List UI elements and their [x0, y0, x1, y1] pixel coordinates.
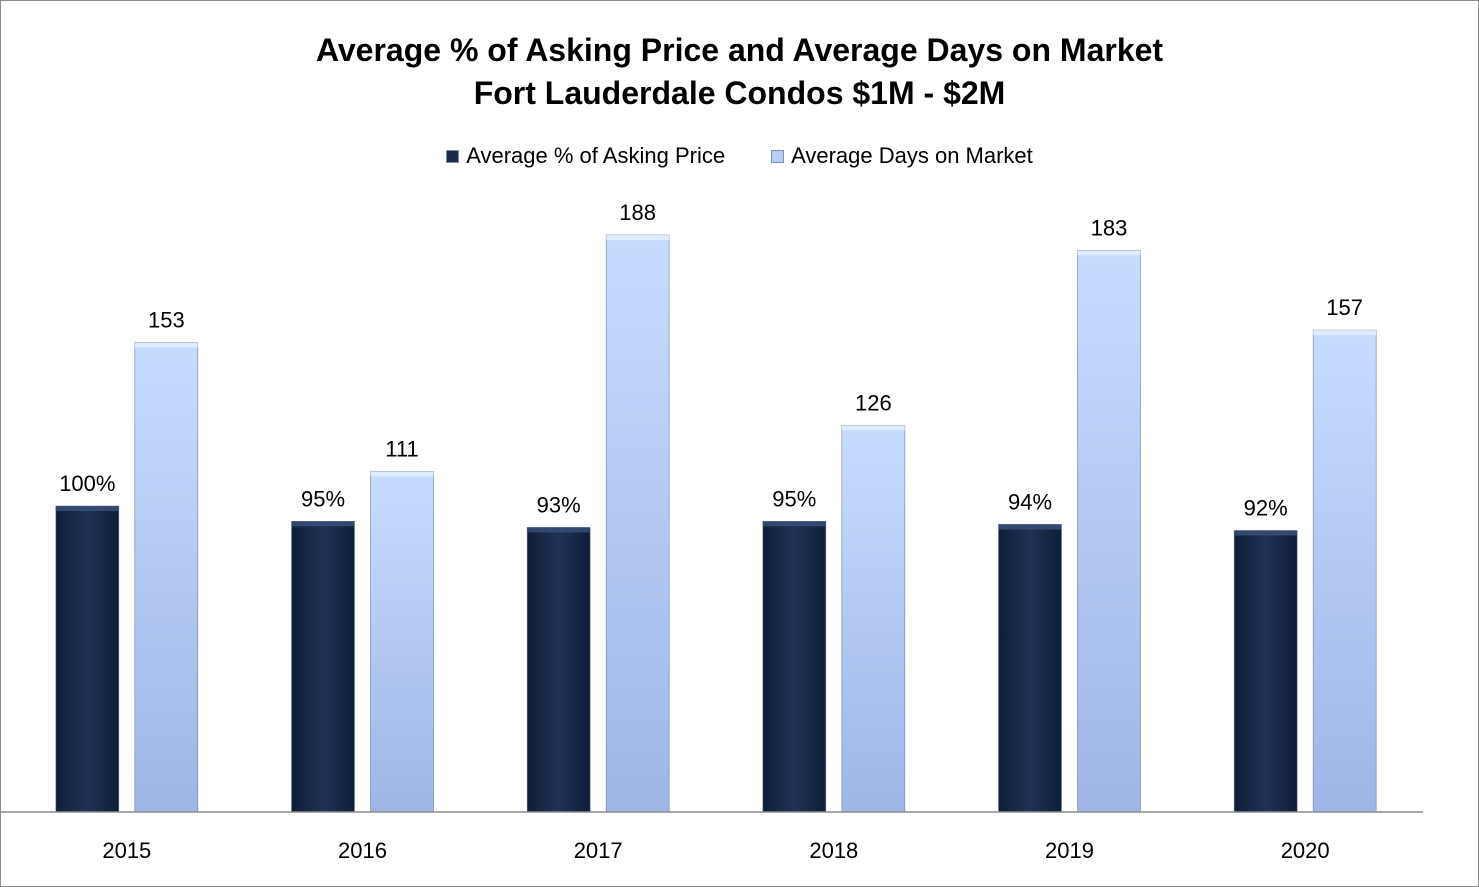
- bar-days-on-market-2018: [841, 424, 906, 813]
- legend-item-asking-price: Average % of Asking Price: [446, 143, 725, 169]
- data-label-days-on-market-2015: 153: [148, 307, 185, 332]
- legend-swatch-days-on-market: [771, 149, 785, 163]
- bar-days-on-market-2019: [1077, 250, 1141, 813]
- data-label-asking-price-2017: 93%: [537, 492, 581, 517]
- chart-title-line-1: Average % of Asking Price and Average Da…: [315, 32, 1164, 68]
- data-label-asking-price-2019: 94%: [1008, 489, 1052, 514]
- data-label-days-on-market-2018: 126: [855, 390, 892, 415]
- data-label-asking-price-2015: 100%: [59, 471, 115, 496]
- data-label-days-on-market-2017: 188: [619, 200, 656, 225]
- bar-asking-price-2017: [526, 527, 591, 813]
- legend: Average % of Asking Price Average Days o…: [1, 143, 1478, 169]
- x-tick-label-2016: 2016: [338, 838, 387, 863]
- x-tick-label-2018: 2018: [809, 838, 858, 863]
- data-label-days-on-market-2019: 183: [1091, 215, 1128, 240]
- data-label-days-on-market-2016: 111: [385, 436, 418, 461]
- data-label-days-on-market-2020: 157: [1326, 295, 1363, 320]
- x-tick-label-2019: 2019: [1045, 838, 1094, 863]
- bar-asking-price-2015: [55, 505, 120, 813]
- bar-asking-price-2018: [762, 520, 827, 813]
- chart-title: Average % of Asking Price and Average Da…: [1, 29, 1478, 115]
- legend-label-days-on-market: Average Days on Market: [791, 143, 1033, 168]
- data-label-asking-price-2018: 95%: [772, 486, 816, 511]
- data-label-asking-price-2016: 95%: [301, 486, 345, 511]
- bar-asking-price-2020: [1233, 530, 1298, 813]
- bar-days-on-market-2017: [605, 234, 670, 813]
- x-tick-label-2017: 2017: [574, 838, 623, 863]
- chart-title-line-2: Fort Lauderdale Condos $1M - $2M: [473, 75, 1006, 111]
- legend-swatch-asking-price: [446, 149, 460, 163]
- x-tick-label-2020: 2020: [1281, 838, 1330, 863]
- bar-days-on-market-2015: [134, 342, 199, 813]
- data-label-asking-price-2020: 92%: [1244, 495, 1288, 520]
- x-tick-label-2015: 2015: [102, 838, 151, 863]
- bar-asking-price-2016: [291, 520, 355, 813]
- legend-item-days-on-market: Average Days on Market: [771, 143, 1033, 169]
- bar-days-on-market-2016: [370, 471, 434, 813]
- bar-days-on-market-2020: [1312, 329, 1377, 813]
- legend-label-asking-price: Average % of Asking Price: [466, 143, 726, 168]
- bar-asking-price-2019: [998, 524, 1062, 813]
